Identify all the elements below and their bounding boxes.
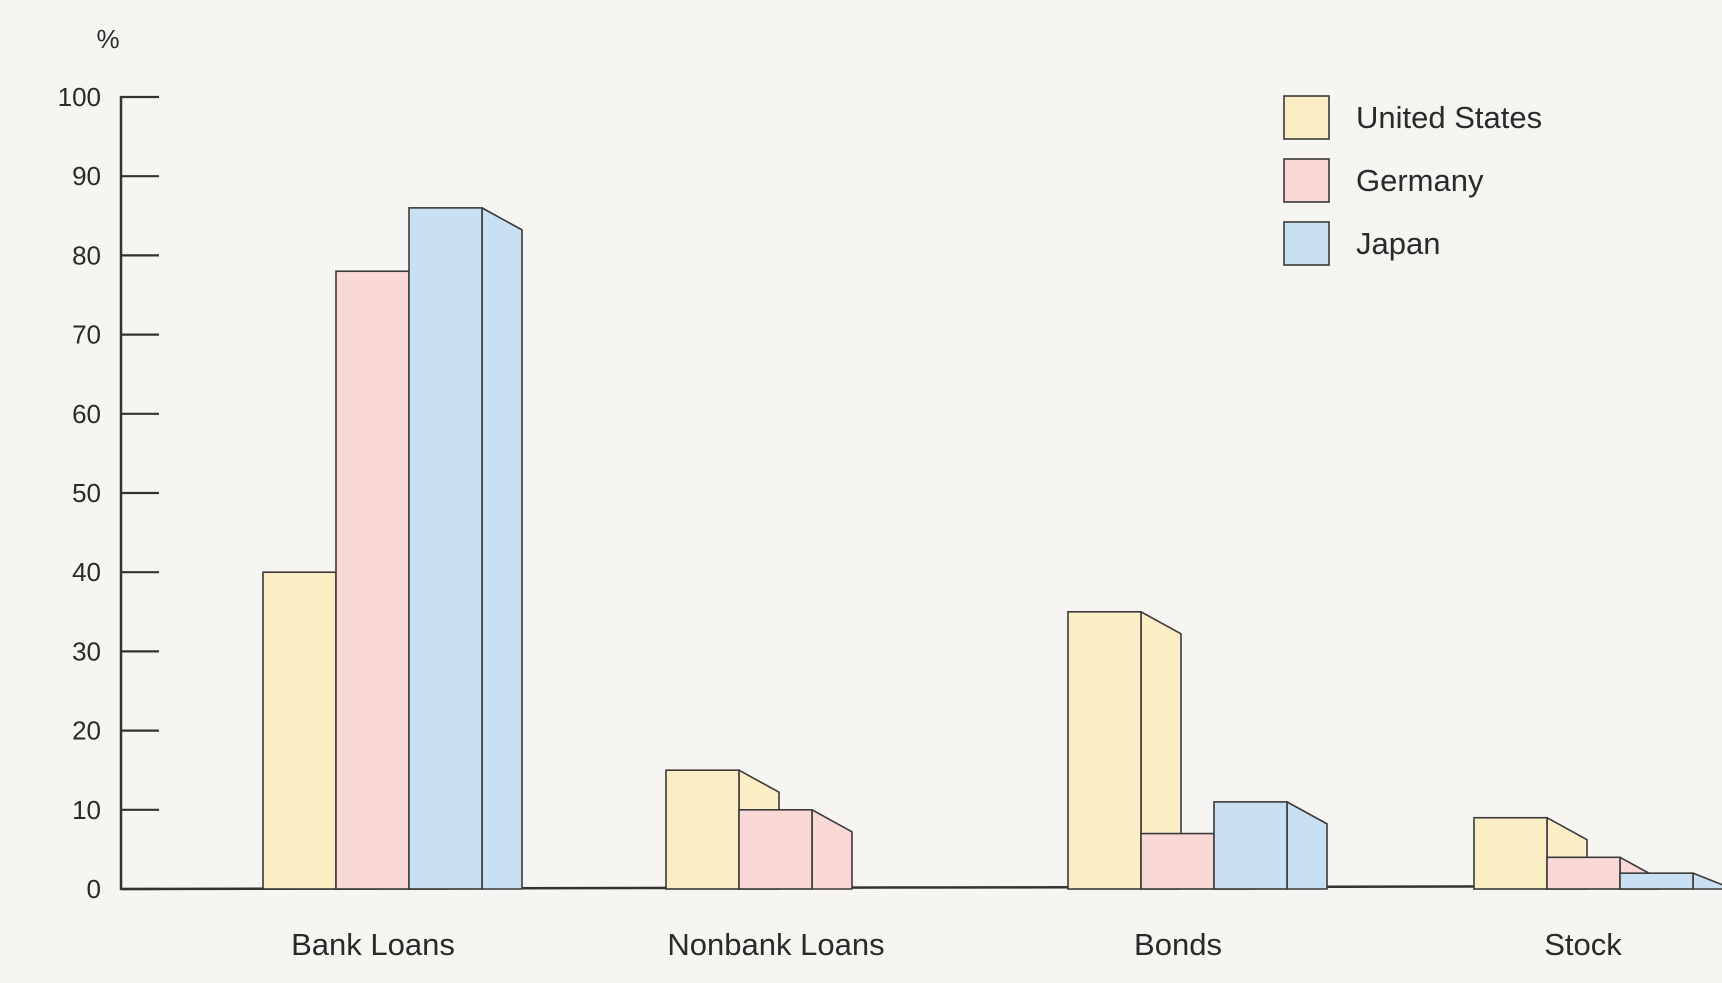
bar-united-states — [1067, 610, 1142, 890]
y-unit-label: % — [96, 24, 119, 54]
bar-united-states — [1473, 816, 1548, 890]
y-tick-label: 100 — [58, 82, 101, 112]
x-category-label: Bonds — [1134, 927, 1222, 962]
y-tick-label: 60 — [72, 399, 101, 429]
y-tick-label: 80 — [72, 240, 101, 270]
y-tick-label: 90 — [72, 161, 101, 191]
legend-swatch — [1283, 221, 1330, 266]
legend-label: Germany — [1356, 163, 1484, 198]
y-tick-label: 40 — [72, 557, 101, 587]
bar-germany — [335, 270, 410, 890]
bar-japan — [1213, 801, 1288, 890]
bar-side-japan — [1286, 801, 1328, 890]
y-tick-label: 70 — [72, 320, 101, 350]
legend-label: Japan — [1356, 226, 1440, 261]
bar-germany — [1140, 832, 1215, 890]
bar-japan — [1619, 872, 1694, 890]
bar-japan — [408, 207, 483, 890]
y-tick-label: 10 — [72, 795, 101, 825]
x-category-label: Stock — [1544, 927, 1622, 962]
bar-side-japan — [481, 207, 523, 890]
x-category-label: Nonbank Loans — [667, 927, 884, 962]
bar-side-japan — [1692, 872, 1722, 890]
bar-germany — [738, 808, 813, 890]
y-tick-label: 50 — [72, 478, 101, 508]
legend-label: United States — [1356, 100, 1542, 135]
bar-united-states — [665, 769, 740, 890]
bar-germany — [1546, 856, 1621, 890]
y-tick-label: 20 — [72, 716, 101, 746]
y-tick-label: 30 — [72, 636, 101, 666]
bar-side-germany — [811, 808, 853, 890]
bar-united-states — [262, 571, 337, 890]
y-tick-label: 0 — [87, 874, 101, 904]
legend-swatch — [1283, 158, 1330, 203]
legend-swatch — [1283, 95, 1330, 140]
x-category-label: Bank Loans — [291, 927, 455, 962]
